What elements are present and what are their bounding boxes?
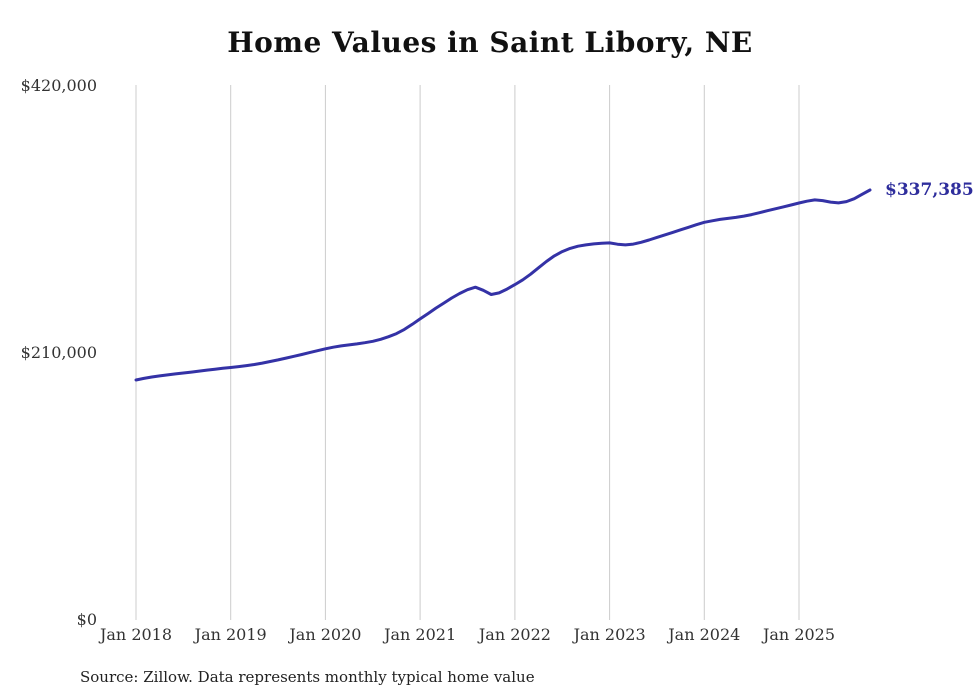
x-axis-tick-label: Jan 2023 — [572, 625, 646, 644]
x-axis-tick-label: Jan 2019 — [193, 625, 267, 644]
x-axis-tick-label: Jan 2022 — [477, 625, 551, 644]
y-axis-tick-label: $0 — [77, 610, 97, 629]
x-axis-tick-label: Jan 2021 — [382, 625, 456, 644]
x-axis-tick-label: Jan 2020 — [287, 625, 361, 644]
source-note: Source: Zillow. Data represents monthly … — [80, 668, 535, 686]
y-axis-tick-label: $420,000 — [21, 76, 97, 95]
chart-title: Home Values in Saint Libory, NE — [227, 26, 753, 59]
x-axis-tick-label: Jan 2024 — [666, 625, 740, 644]
y-axis-tick-label: $210,000 — [21, 343, 97, 362]
latest-value-label: $337,385 — [885, 180, 974, 200]
x-axis-tick-label: Jan 2025 — [761, 625, 835, 644]
home-value-line — [134, 188, 872, 382]
x-axis-tick-label: Jan 2018 — [98, 625, 172, 644]
